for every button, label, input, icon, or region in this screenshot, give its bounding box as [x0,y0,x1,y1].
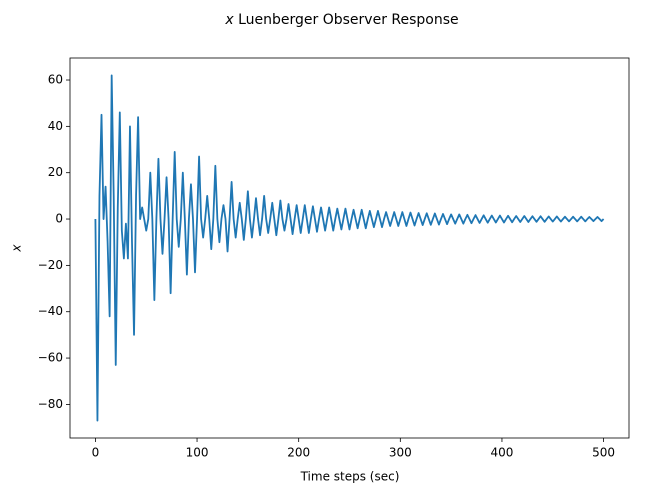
y-tick-label: 0 [55,212,63,226]
y-tick-label: 40 [48,119,63,133]
x-tick-label: 100 [186,446,209,460]
title-text: Luenberger Observer Response [238,12,459,28]
y-tick-label: −40 [38,304,63,318]
y-tick-label: 20 [48,165,63,179]
plot-frame [69,57,630,439]
chart-title: x Luenberger Observer Response [224,12,458,28]
y-axis-label: x [10,244,24,253]
x-axis-label: Time steps (sec) [300,470,400,484]
y-tick-label: −20 [38,258,63,272]
x-tick-label: 0 [92,446,100,460]
x-tick-label: 400 [491,446,514,460]
x-tick-label: 300 [389,446,412,460]
y-tick-label: 60 [48,73,63,87]
title-symbol: x [224,12,234,28]
x-tick-label: 200 [287,446,310,460]
y-tick-label: −80 [38,397,63,411]
data-line [94,74,605,422]
x-tick-label: 500 [592,446,615,460]
y-tick-label: −60 [38,351,63,365]
